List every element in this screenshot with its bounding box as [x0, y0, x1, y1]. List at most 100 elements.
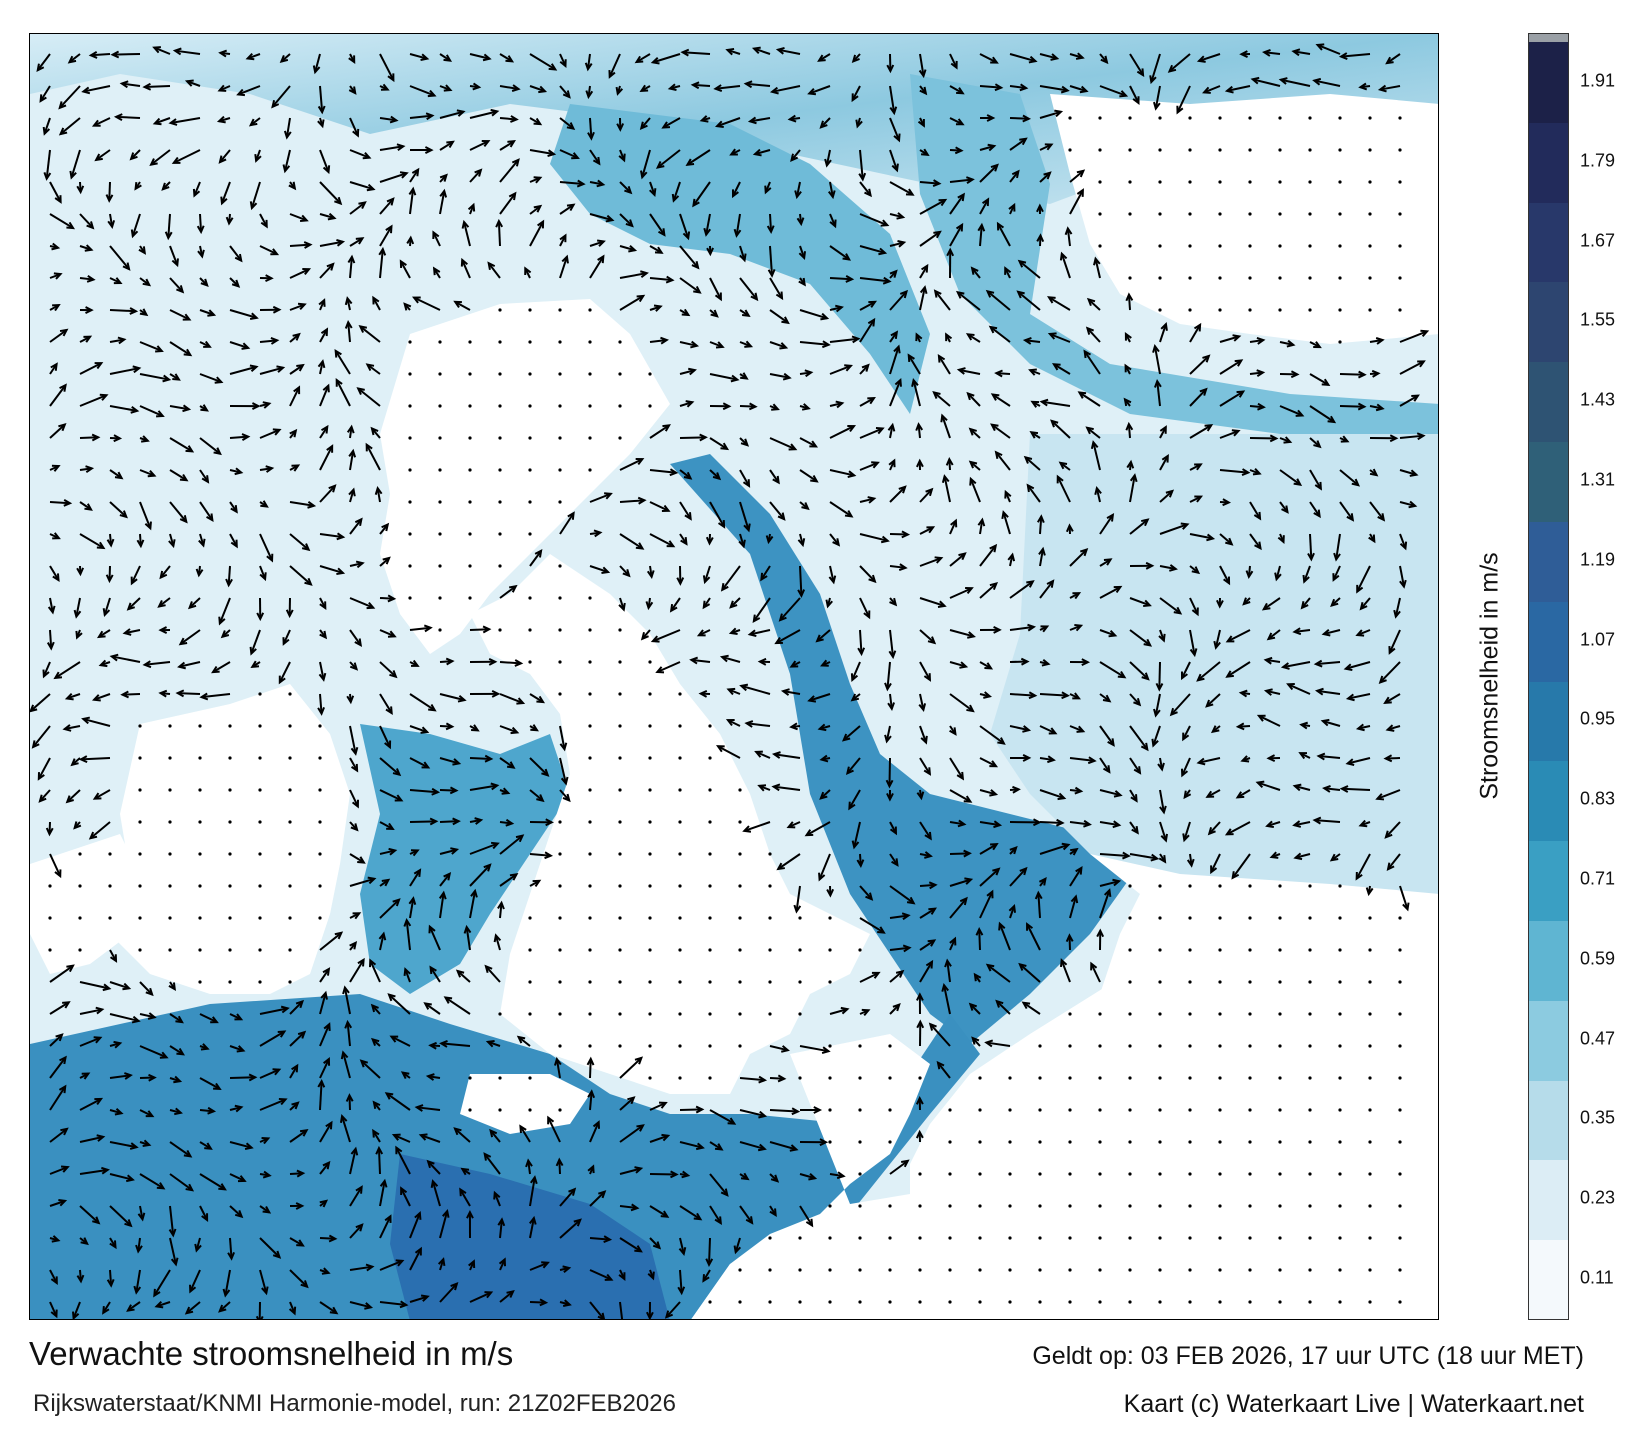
- current-arrowhead: [122, 628, 132, 636]
- current-arrowhead: [292, 332, 301, 341]
- current-arrow: [1332, 565, 1341, 581]
- current-arrowhead: [366, 601, 376, 610]
- current-arrow: [589, 1058, 592, 1079]
- current-arrow: [199, 1173, 226, 1191]
- current-arrow: [319, 213, 335, 220]
- land-grid-dot: [738, 788, 742, 792]
- current-arrow: [859, 319, 875, 343]
- current-arrow: [679, 369, 696, 375]
- current-arrowhead: [1386, 862, 1395, 872]
- current-arrowhead: [250, 660, 260, 669]
- land-grid-dot: [1038, 1076, 1042, 1080]
- land-grid-dot: [1218, 1236, 1222, 1240]
- current-arrowhead: [1196, 673, 1205, 682]
- current-arrow: [949, 897, 968, 919]
- current-arrowhead: [983, 691, 992, 699]
- current-arrowhead: [720, 583, 729, 592]
- land-grid-dot: [588, 916, 592, 920]
- colorbar: [1528, 33, 1569, 1320]
- current-arrow: [334, 350, 351, 375]
- current-arrow: [1275, 565, 1281, 580]
- current-arrow: [109, 309, 136, 313]
- current-arrowhead: [189, 1284, 197, 1294]
- land-grid-dot: [1398, 1300, 1402, 1304]
- land-grid-dot: [768, 1236, 772, 1240]
- current-arrow: [859, 885, 873, 900]
- current-arrowhead: [819, 754, 829, 763]
- land-grid-dot: [948, 1236, 952, 1240]
- colorbar-segment: [1529, 680, 1568, 762]
- current-arrowhead: [566, 203, 576, 212]
- current-arrowhead: [187, 601, 197, 610]
- current-arrow: [72, 1301, 81, 1319]
- current-arrowhead: [60, 1165, 70, 1173]
- current-arrowhead: [975, 926, 984, 936]
- land-grid-dot: [1248, 1108, 1252, 1112]
- current-arrowhead: [695, 1142, 705, 1151]
- current-arrowhead: [1330, 598, 1339, 608]
- current-arrow: [469, 110, 498, 119]
- current-arrowhead: [1292, 627, 1302, 636]
- land-grid-dot: [438, 532, 442, 536]
- land-grid-dot: [648, 660, 652, 664]
- current-arrowhead: [559, 742, 568, 752]
- current-arrow: [949, 224, 963, 247]
- current-arrow: [39, 85, 51, 102]
- current-speed-map[interactable]: [29, 33, 1439, 1320]
- current-arrowhead: [1106, 512, 1115, 522]
- current-arrow: [158, 597, 171, 608]
- current-arrow: [769, 373, 790, 379]
- current-arrowhead: [630, 1203, 640, 1212]
- current-arrow: [349, 1265, 373, 1271]
- current-arrow: [1258, 714, 1281, 727]
- current-arrowhead: [300, 1280, 309, 1289]
- current-arrow: [409, 725, 428, 733]
- current-arrowhead: [798, 277, 806, 287]
- current-arrowhead: [770, 1174, 780, 1183]
- land-grid-dot: [1068, 148, 1072, 152]
- land-grid-dot: [1398, 180, 1402, 184]
- current-arrowhead: [959, 896, 968, 906]
- land-grid-dot: [1368, 948, 1372, 952]
- current-arrow: [649, 424, 670, 439]
- current-arrowhead: [568, 1187, 577, 1196]
- land-grid-dot: [48, 884, 52, 888]
- current-arrow: [949, 878, 972, 887]
- current-arrowhead: [42, 126, 51, 136]
- current-arrowhead: [967, 631, 976, 639]
- current-arrow: [589, 255, 605, 279]
- land-grid-dot: [528, 532, 532, 536]
- current-arrowhead: [886, 792, 894, 802]
- current-arrowhead: [871, 461, 880, 469]
- land-grid-dot: [618, 692, 622, 696]
- current-arrow: [769, 1109, 799, 1113]
- land-grid-dot: [1248, 884, 1252, 888]
- current-arrowhead: [971, 1036, 980, 1045]
- current-arrow: [1189, 324, 1201, 343]
- land-grid-dot: [1368, 916, 1372, 920]
- current-arrow: [1219, 469, 1249, 474]
- current-arrowhead: [587, 1089, 596, 1099]
- current-arrowhead: [80, 1237, 89, 1246]
- current-arrow: [429, 966, 441, 983]
- current-arrowhead: [730, 374, 740, 383]
- current-arrowhead: [842, 253, 852, 261]
- current-arrowhead: [354, 638, 363, 647]
- current-arrow: [95, 149, 111, 161]
- current-arrow: [1295, 853, 1311, 859]
- current-arrowhead: [880, 219, 890, 227]
- current-arrow: [349, 853, 365, 864]
- current-arrow: [1279, 405, 1303, 417]
- current-arrowhead: [1280, 662, 1290, 670]
- current-arrowhead: [525, 1158, 533, 1168]
- current-arrowhead: [1057, 792, 1067, 801]
- current-arrowhead: [51, 242, 61, 251]
- current-arrow: [282, 629, 291, 645]
- current-arrowhead: [1313, 659, 1323, 668]
- land-grid-dot: [708, 948, 712, 952]
- grid-dots: [48, 116, 1402, 1304]
- current-arrow: [156, 1301, 171, 1308]
- current-arrow: [670, 597, 681, 612]
- current-arrow: [1324, 787, 1341, 791]
- current-arrow: [799, 1205, 813, 1226]
